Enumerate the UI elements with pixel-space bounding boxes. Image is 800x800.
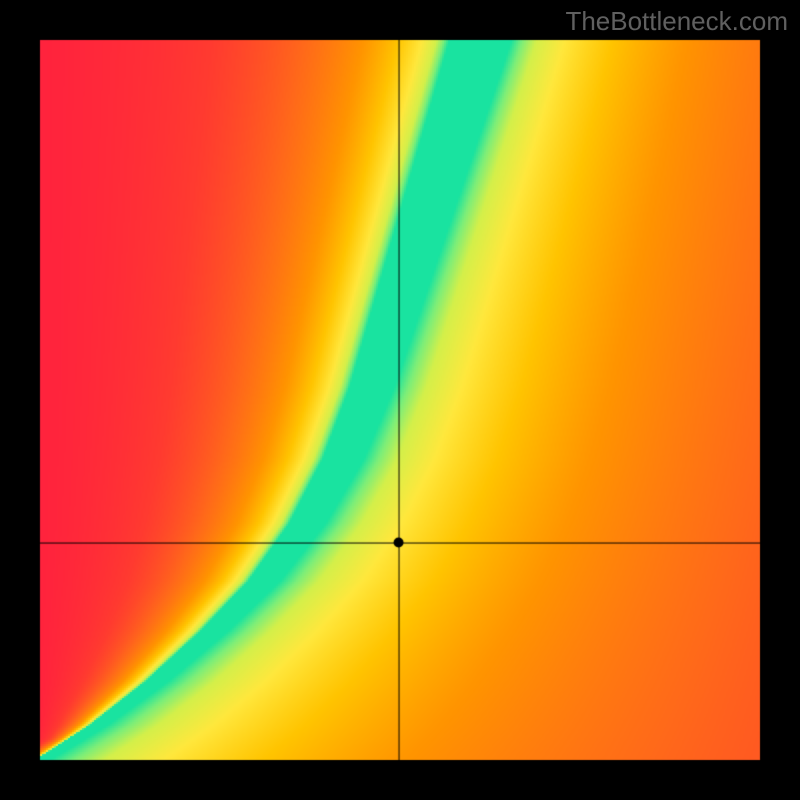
bottleneck-heatmap xyxy=(0,0,800,800)
watermark-text: TheBottleneck.com xyxy=(565,6,788,37)
chart-container: TheBottleneck.com xyxy=(0,0,800,800)
